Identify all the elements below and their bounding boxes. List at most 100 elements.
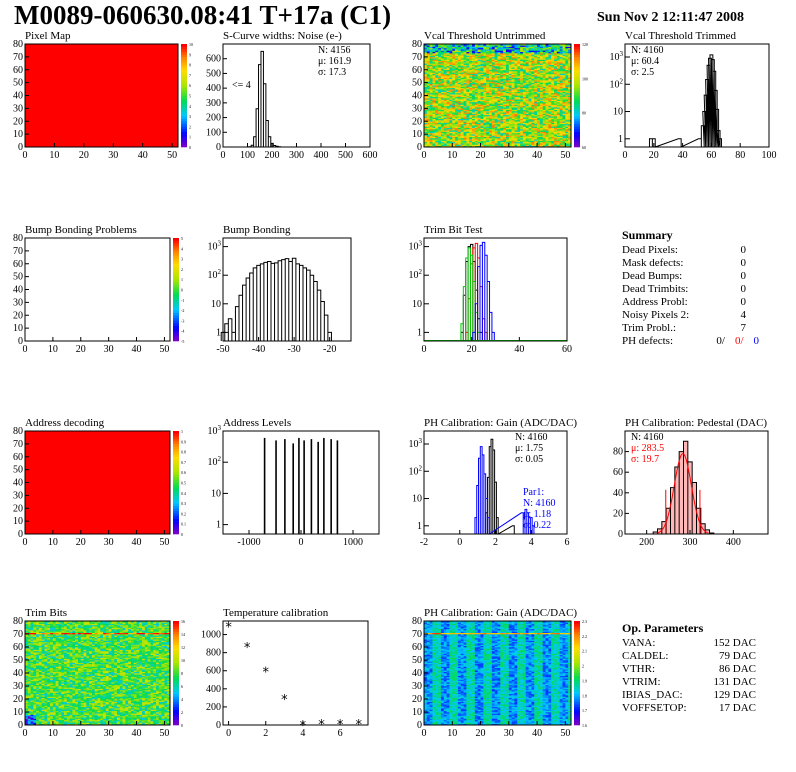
heatmap-cell: [460, 90, 464, 92]
heatmap-cell: [469, 60, 473, 63]
heatmap-cell: [480, 45, 484, 47]
heatmap-cell: [25, 709, 29, 711]
heatmap-cell: [426, 105, 430, 108]
heatmap-cell: [429, 132, 433, 135]
heatmap-cell: [438, 135, 442, 137]
colorbar-tick-label: -2: [181, 308, 184, 313]
heatmap-cell: [449, 99, 453, 101]
heatmap-cell: [429, 140, 433, 143]
heatmap-cell: [500, 62, 504, 64]
heatmap-cell: [25, 688, 29, 691]
heatmap-cell: [559, 94, 563, 96]
colorbar-segment: [181, 80, 187, 83]
colorbar-segment: [574, 134, 580, 138]
heatmap-cell: [457, 117, 462, 119]
heatmap-cell: [455, 62, 459, 64]
colorbar-tick-label: 3: [189, 114, 191, 119]
heatmap-cell: [551, 47, 555, 50]
heatmap-cell: [477, 65, 481, 68]
heatmap-cell: [539, 67, 544, 69]
heatmap-cell: [438, 82, 442, 85]
heatmap-cell: [457, 81, 462, 83]
heatmap-cell: [548, 69, 552, 72]
heatmap-cell: [517, 87, 521, 90]
heatmap-cell: [460, 78, 464, 81]
colorbar-tick-label: -3: [181, 318, 184, 323]
heatmap-cell: [435, 44, 439, 46]
colorbar-segment: [173, 256, 179, 259]
heatmap-cell: [443, 55, 447, 58]
heatmap-cell: [508, 82, 512, 85]
histogram-series-0: [248, 50, 284, 148]
heatmap-cell: [537, 74, 541, 77]
heatmap-cell: [494, 76, 498, 78]
heatmap-cell: [500, 71, 504, 73]
heatmap-cell: [562, 62, 566, 64]
heatmap-cell: [432, 108, 436, 110]
heatmap-cell: [466, 91, 470, 94]
heatmap-cell: [474, 91, 479, 94]
heatmap-cell: [503, 49, 507, 51]
heatmap-cell: [460, 47, 464, 50]
heatmap-cell: [438, 96, 442, 99]
heatmap-cell: [539, 90, 544, 92]
heatmap-cell: [463, 92, 467, 95]
heatmap-cell: [522, 77, 527, 80]
heatmap-cell: [491, 80, 495, 82]
heatmap-cell: [556, 73, 560, 76]
heatmap-cell: [503, 54, 507, 56]
heatmap-cell: [486, 105, 490, 108]
heatmap-cell: [554, 80, 558, 82]
heatmap-cell: [489, 119, 493, 122]
heatmap-cell: [483, 144, 487, 147]
heatmap-cell: [455, 95, 459, 98]
heatmap-cell: [463, 127, 467, 130]
heatmap-cell: [438, 64, 442, 67]
heatmap-cell: [542, 113, 546, 116]
heatmap-cell: [452, 141, 456, 144]
heatmap-cell: [424, 135, 428, 137]
heatmap-cell: [494, 50, 498, 53]
y-tick-label: 70: [412, 52, 422, 63]
heatmap-cell: [455, 60, 459, 63]
heatmap-cell: [556, 116, 560, 118]
heatmap-cell: [455, 63, 459, 65]
heatmap-cell: [469, 71, 473, 73]
heatmap-cell: [503, 144, 507, 147]
heatmap-cell: [522, 94, 527, 96]
heatmap-cell: [469, 105, 473, 108]
heatmap-cell: [568, 63, 572, 65]
heatmap-cell: [539, 121, 544, 123]
heatmap-cell: [440, 99, 445, 101]
heatmap-cell: [520, 141, 524, 144]
heatmap-cell: [438, 53, 442, 55]
heatmap-cell: [480, 140, 484, 143]
heatmap-cell: [435, 126, 439, 128]
heatmap-cell: [463, 103, 467, 105]
colorbar-segment: [173, 490, 179, 494]
y-tick-label: 102: [208, 455, 222, 468]
heatmap-cell: [562, 143, 566, 145]
heatmap-cell: [520, 65, 524, 68]
heatmap-cell: [432, 85, 436, 87]
colorbar-segment: [574, 85, 580, 89]
heatmap-cell: [528, 122, 532, 125]
heatmap-cell: [449, 143, 453, 145]
heatmap-cell: [522, 89, 527, 91]
heatmap-cell: [537, 134, 541, 136]
x-tick-label: 300: [683, 537, 698, 548]
heatmap-cell: [472, 44, 476, 46]
heatmap-cell: [548, 73, 552, 76]
heatmap-cell: [432, 54, 436, 56]
heatmap-cell: [497, 119, 501, 122]
colorbar-tick-label: 3: [181, 257, 183, 262]
heatmap-cell: [452, 51, 456, 54]
heatmap-cell: [528, 63, 532, 65]
heatmap-cell: [534, 131, 538, 134]
heatmap-cell: [474, 127, 479, 130]
heatmap-cell: [565, 96, 569, 99]
heatmap-cell: [505, 67, 510, 69]
heatmap-cell: [522, 135, 527, 137]
colorbar-segment: [181, 136, 187, 140]
heatmap-cell: [500, 101, 504, 104]
